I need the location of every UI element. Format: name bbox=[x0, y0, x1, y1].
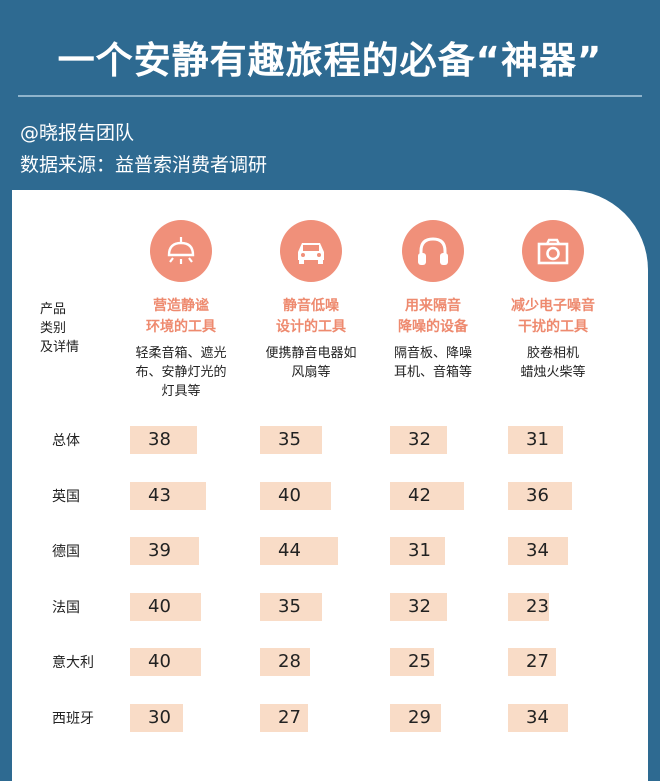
category-label: 减少电子噪音 bbox=[511, 298, 595, 314]
category-desc: 风扇等 bbox=[291, 365, 331, 380]
author-credit: @晓报告团队 bbox=[20, 122, 135, 144]
value-bar bbox=[260, 703, 308, 732]
value-bar bbox=[130, 648, 201, 676]
value-label: 29 bbox=[408, 706, 431, 728]
value-bar bbox=[508, 703, 569, 732]
row-header-line: 类别 bbox=[40, 321, 67, 336]
value-bar bbox=[260, 481, 331, 510]
value-bar bbox=[130, 481, 207, 510]
value-label: 31 bbox=[408, 540, 431, 561]
category-desc: 布、安静灯光的 bbox=[135, 365, 227, 380]
value-label: 32 bbox=[408, 595, 431, 617]
camera-icon bbox=[522, 220, 584, 282]
category-label: 营造静谧 bbox=[153, 298, 209, 314]
category-label: 用来隔音 bbox=[405, 298, 461, 314]
value-bar bbox=[508, 426, 563, 454]
category-desc: 隔音板、降噪 bbox=[393, 346, 472, 361]
category-desc: 胶卷相机 bbox=[526, 346, 579, 361]
value-label: 28 bbox=[278, 651, 301, 672]
row-label: 德国 bbox=[52, 544, 80, 560]
value-bar bbox=[390, 537, 445, 565]
category-desc: 轻柔音箱、遮光 bbox=[135, 346, 227, 361]
row-label: 意大利 bbox=[52, 655, 94, 671]
value-bar bbox=[508, 537, 569, 565]
value-bar bbox=[390, 648, 435, 676]
category-label: 环境的工具 bbox=[146, 319, 216, 335]
row-header-line: 产品 bbox=[40, 302, 67, 317]
row-header-line: 及详情 bbox=[40, 340, 80, 355]
category-label: 降噪的设备 bbox=[398, 319, 468, 335]
value-label: 40 bbox=[148, 595, 171, 617]
value-label: 30 bbox=[148, 706, 171, 728]
value-label: 40 bbox=[148, 651, 171, 672]
value-label: 35 bbox=[278, 429, 301, 450]
value-bar bbox=[130, 592, 201, 621]
value-label: 34 bbox=[526, 540, 549, 561]
title-divider bbox=[18, 95, 642, 97]
page-title: 一个安静有趣旅程的必备“神器” bbox=[57, 39, 603, 82]
row-label: 法国 bbox=[52, 599, 80, 616]
column-header: 静音低噪 设计的工具 便携静音电器如 风扇等 bbox=[236, 220, 386, 382]
car-icon bbox=[280, 220, 342, 282]
value-bar bbox=[508, 481, 572, 510]
value-bar bbox=[390, 426, 447, 454]
column-header: 营造静谧 环境的工具 轻柔音箱、遮光 布、安静灯光的 灯具等 bbox=[106, 220, 256, 401]
value-label: 27 bbox=[278, 706, 301, 728]
data-source: 数据来源：益普索消费者调研 bbox=[20, 154, 268, 176]
value-label: 23 bbox=[526, 595, 549, 617]
value-label: 39 bbox=[148, 540, 171, 561]
value-bar bbox=[508, 592, 549, 621]
row-label: 总体 bbox=[52, 433, 80, 449]
category-desc: 耳机、音箱等 bbox=[393, 365, 472, 380]
value-bar bbox=[508, 648, 556, 676]
category-label: 设计的工具 bbox=[276, 319, 346, 335]
value-label: 27 bbox=[526, 651, 549, 672]
value-bar bbox=[130, 426, 198, 454]
value-bar bbox=[130, 703, 184, 732]
value-label: 36 bbox=[526, 484, 549, 506]
value-bar bbox=[390, 703, 442, 732]
value-label: 31 bbox=[526, 429, 549, 450]
value-label: 25 bbox=[408, 651, 431, 672]
category-desc: 便携静音电器如 bbox=[265, 346, 357, 361]
category-label: 干扰的工具 bbox=[518, 319, 588, 335]
value-bar bbox=[260, 537, 338, 565]
value-bar bbox=[130, 537, 200, 565]
row-label: 西班牙 bbox=[52, 710, 94, 727]
value-label: 40 bbox=[278, 484, 301, 506]
value-label: 38 bbox=[148, 429, 171, 450]
row-header: 产品 类别 及详情 bbox=[40, 300, 120, 357]
value-label: 42 bbox=[408, 484, 431, 506]
value-label: 34 bbox=[526, 706, 549, 728]
category-desc: 蜡烛火柴等 bbox=[520, 365, 586, 380]
value-label: 32 bbox=[408, 429, 431, 450]
row-label: 英国 bbox=[52, 488, 80, 505]
value-bar bbox=[260, 426, 322, 454]
value-label: 35 bbox=[278, 595, 301, 617]
value-label: 44 bbox=[278, 540, 301, 561]
lamp-icon bbox=[150, 220, 212, 282]
column-header: 用来隔音 降噪的设备 隔音板、降噪 耳机、音箱等 bbox=[358, 220, 508, 382]
category-label: 静音低噪 bbox=[283, 298, 339, 314]
value-bar bbox=[390, 481, 465, 510]
column-header: 减少电子噪音 干扰的工具 胶卷相机 蜡烛火柴等 bbox=[478, 220, 628, 382]
value-label: 43 bbox=[148, 484, 171, 506]
value-bar bbox=[260, 592, 322, 621]
headphones-icon bbox=[402, 220, 464, 282]
value-bar bbox=[260, 648, 310, 676]
category-desc: 灯具等 bbox=[161, 384, 201, 399]
value-bar bbox=[390, 592, 447, 621]
